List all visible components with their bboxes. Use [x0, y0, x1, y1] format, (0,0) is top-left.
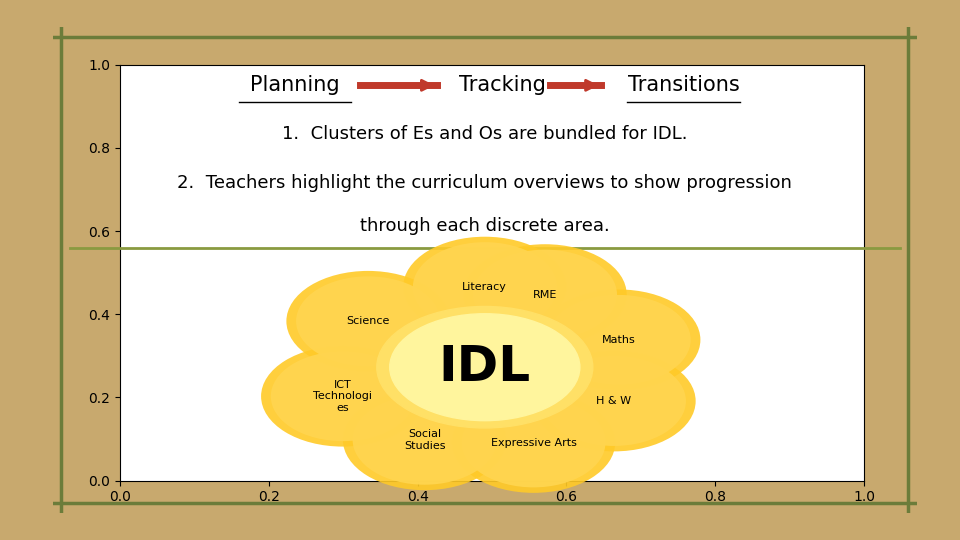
Text: 1.  Clusters of Es and Os are bundled for IDL.: 1. Clusters of Es and Os are bundled for…	[282, 125, 687, 143]
Text: through each discrete area.: through each discrete area.	[360, 217, 610, 235]
Text: Planning: Planning	[250, 75, 340, 96]
Ellipse shape	[473, 249, 617, 339]
Text: 2.  Teachers highlight the curriculum overviews to show progression: 2. Teachers highlight the curriculum ove…	[178, 173, 792, 192]
Text: H & W: H & W	[596, 396, 632, 406]
Text: Social
Studies: Social Studies	[404, 429, 445, 451]
Text: Science: Science	[347, 316, 390, 326]
Text: Maths: Maths	[602, 335, 636, 345]
Text: Expressive Arts: Expressive Arts	[491, 437, 577, 448]
Text: RME: RME	[533, 289, 557, 300]
Ellipse shape	[343, 389, 506, 490]
Ellipse shape	[296, 276, 440, 366]
Ellipse shape	[271, 352, 415, 441]
Text: Literacy: Literacy	[463, 282, 507, 292]
Ellipse shape	[547, 295, 690, 384]
Text: Tracking: Tracking	[459, 75, 545, 96]
Ellipse shape	[452, 392, 615, 493]
Text: IDL: IDL	[439, 343, 531, 391]
Ellipse shape	[464, 244, 627, 345]
Ellipse shape	[537, 289, 701, 390]
Ellipse shape	[352, 395, 496, 485]
Ellipse shape	[403, 237, 566, 338]
Ellipse shape	[286, 271, 449, 372]
Circle shape	[390, 314, 580, 421]
Ellipse shape	[462, 398, 606, 488]
Ellipse shape	[261, 346, 424, 447]
Ellipse shape	[542, 356, 686, 446]
Text: ICT
Technologi
es: ICT Technologi es	[313, 380, 372, 413]
Circle shape	[377, 307, 593, 428]
Text: Transitions: Transitions	[628, 75, 739, 96]
Ellipse shape	[413, 242, 557, 332]
Ellipse shape	[533, 351, 696, 451]
